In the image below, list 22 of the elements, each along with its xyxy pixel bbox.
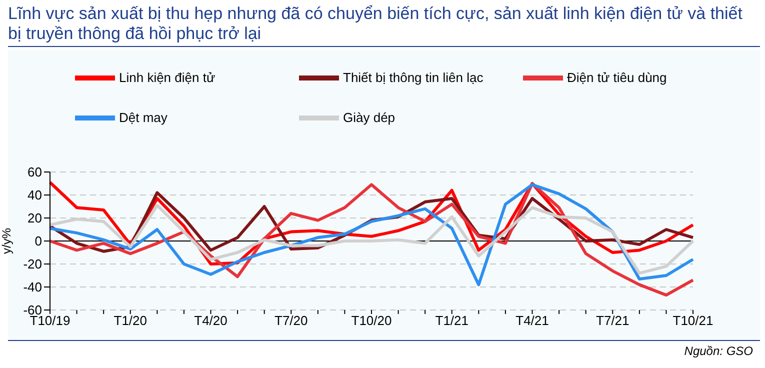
y-tick-label: -20 bbox=[23, 256, 42, 272]
y-tick-label: 0 bbox=[34, 234, 42, 249]
x-tick-label: T10/21 bbox=[672, 313, 714, 328]
x-tick-label: T10/20 bbox=[351, 313, 392, 328]
y-tick-label: 40 bbox=[28, 188, 42, 203]
legend-label: Dệt may bbox=[119, 109, 168, 128]
x-tick-label: T7/21 bbox=[596, 313, 630, 328]
x-tick-label: T1/21 bbox=[435, 313, 468, 328]
x-tick-label: T7/20 bbox=[274, 313, 308, 328]
legend-label: Giày dép bbox=[343, 109, 396, 128]
y-tick-label: -40 bbox=[23, 280, 42, 295]
text: Nguồn: GSO bbox=[684, 344, 753, 358]
legend-label: Linh kiện điện tử bbox=[119, 69, 216, 88]
legend-label: Điện tử tiêu dùng bbox=[567, 69, 668, 88]
x-tick-label: T4/21 bbox=[516, 313, 549, 328]
chart-title: Lĩnh vực sản xuất bị thu hẹp nhưng đã có chuyển biến tích cực, sản xuất linh kiện điện tử và thiết bị truyền thông đã hồi phục trở lại bbox=[8, 4, 760, 47]
y-axis-title: y/y% bbox=[0, 228, 14, 254]
x-tick-label: T4/20 bbox=[194, 313, 228, 328]
y-tick-label: 60 bbox=[28, 164, 42, 180]
x-tick-label: T1/20 bbox=[114, 313, 147, 328]
legend-label: Thiết bị thông tin liên lạc bbox=[343, 69, 484, 88]
y-tick-label: 20 bbox=[28, 210, 42, 226]
